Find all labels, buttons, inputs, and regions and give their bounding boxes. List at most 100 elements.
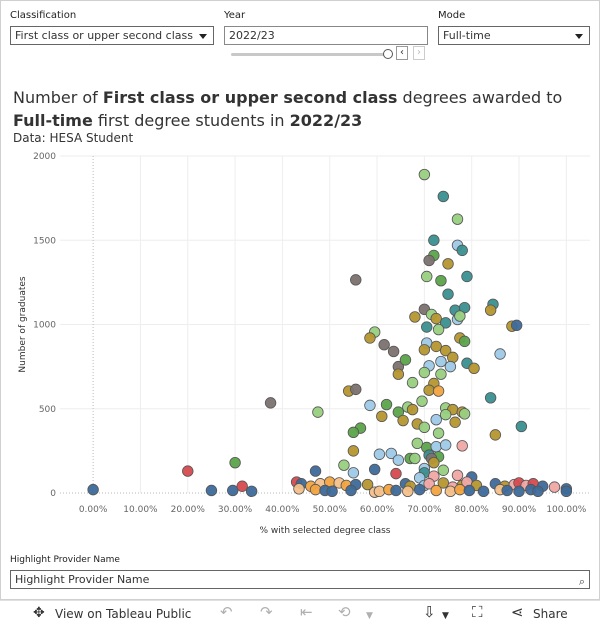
classification-dropdown[interactable]: First class or upper second class [10,26,214,45]
data-point[interactable] [430,484,442,497]
data-point[interactable] [437,190,450,203]
data-point[interactable] [439,344,452,357]
data-point[interactable] [309,465,322,477]
data-point[interactable] [293,483,305,495]
data-point[interactable] [347,445,360,457]
data-point[interactable] [423,384,435,396]
data-point[interactable] [326,485,338,498]
data-point[interactable] [368,463,381,476]
data-point[interactable] [432,385,445,397]
data-point[interactable] [548,481,561,493]
data-point[interactable] [430,340,442,353]
data-point[interactable] [456,440,468,452]
data-point[interactable] [245,485,258,498]
year-slider-thumb[interactable] [383,49,393,59]
data-point[interactable] [338,459,350,471]
data-point[interactable] [428,456,440,469]
data-point[interactable] [421,270,433,283]
data-point[interactable] [236,480,248,492]
fullscreen-icon[interactable]: ⛶ [472,603,483,621]
data-point[interactable] [484,392,497,404]
data-point[interactable] [432,427,445,439]
data-point[interactable] [423,478,435,490]
data-point[interactable] [489,429,502,441]
share-icon[interactable]: ⋖ [511,603,524,621]
data-point[interactable] [484,304,497,316]
refresh-icon[interactable]: ⟲ [338,603,351,621]
data-point[interactable] [182,465,194,477]
data-point[interactable] [418,366,431,379]
data-point[interactable] [378,339,390,351]
data-point[interactable] [515,420,528,433]
view-tableau-icon[interactable]: ✥ [33,605,45,621]
data-point[interactable] [430,312,442,325]
data-point[interactable] [227,484,239,497]
data-point[interactable] [447,351,459,364]
data-point[interactable] [461,270,473,283]
data-point[interactable] [437,464,450,476]
data-point[interactable] [449,416,461,428]
data-point[interactable] [418,344,431,356]
view-on-tableau-button[interactable]: View on Tableau Public [55,607,192,621]
data-point[interactable] [350,383,362,396]
data-point[interactable] [439,439,452,451]
data-points[interactable] [87,168,573,498]
data-point[interactable] [468,362,480,375]
data-point[interactable] [442,288,454,300]
data-point[interactable] [413,483,426,496]
data-point[interactable] [463,484,476,497]
data-point[interactable] [428,234,440,246]
data-point[interactable] [399,354,412,366]
data-point[interactable] [392,454,405,466]
data-point[interactable] [392,368,405,380]
data-point[interactable] [205,484,218,497]
data-point[interactable] [435,355,447,368]
data-point[interactable] [430,440,442,453]
data-point[interactable] [397,414,409,427]
redo-icon[interactable]: ↷ [260,603,273,621]
data-point[interactable] [364,332,376,344]
data-point[interactable] [430,414,442,426]
data-point[interactable] [451,213,464,225]
year-next-button[interactable]: › [413,46,425,60]
data-point[interactable] [454,483,466,496]
data-point[interactable] [444,485,457,498]
search-icon[interactable]: ⌕ [578,575,585,588]
data-point[interactable] [418,168,431,181]
refresh-chevron-down-icon[interactable]: ▼ [366,611,373,621]
data-point[interactable] [560,485,573,498]
data-point[interactable] [402,485,414,498]
data-point[interactable] [439,317,452,329]
data-point[interactable] [264,397,277,409]
highlight-provider-input[interactable]: Highlight Provider Name ⌕ [10,570,590,589]
data-point[interactable] [364,399,376,412]
data-point[interactable] [439,408,452,421]
data-point[interactable] [409,311,421,323]
data-point[interactable] [373,448,386,460]
data-point[interactable] [421,321,433,333]
data-point[interactable] [406,376,419,389]
data-point[interactable] [385,447,397,460]
data-point[interactable] [361,478,374,491]
data-point[interactable] [347,426,360,439]
data-point[interactable] [454,310,466,322]
data-point[interactable] [373,485,386,498]
year-prev-button[interactable]: ‹ [396,46,408,60]
data-point[interactable] [435,368,447,380]
data-point[interactable] [380,398,393,411]
download-chevron-down-icon[interactable]: ▼ [442,611,449,621]
data-point[interactable] [390,467,402,480]
data-point[interactable] [451,469,464,482]
data-point[interactable] [432,323,445,336]
mode-dropdown[interactable]: Full-time [438,26,590,45]
data-point[interactable] [494,348,506,360]
data-point[interactable] [345,484,357,497]
scatter-chart[interactable]: 0 500 1000 1500 2000 0.00% 10.00% 20.00% 30.00% 4… [0,148,600,548]
data-point[interactable] [411,437,423,449]
data-point[interactable] [376,410,388,423]
year-field[interactable]: 2022/23 [224,26,428,45]
data-point[interactable] [444,360,457,373]
data-point[interactable] [513,485,525,498]
data-point[interactable] [532,485,544,498]
data-point[interactable] [416,395,428,407]
